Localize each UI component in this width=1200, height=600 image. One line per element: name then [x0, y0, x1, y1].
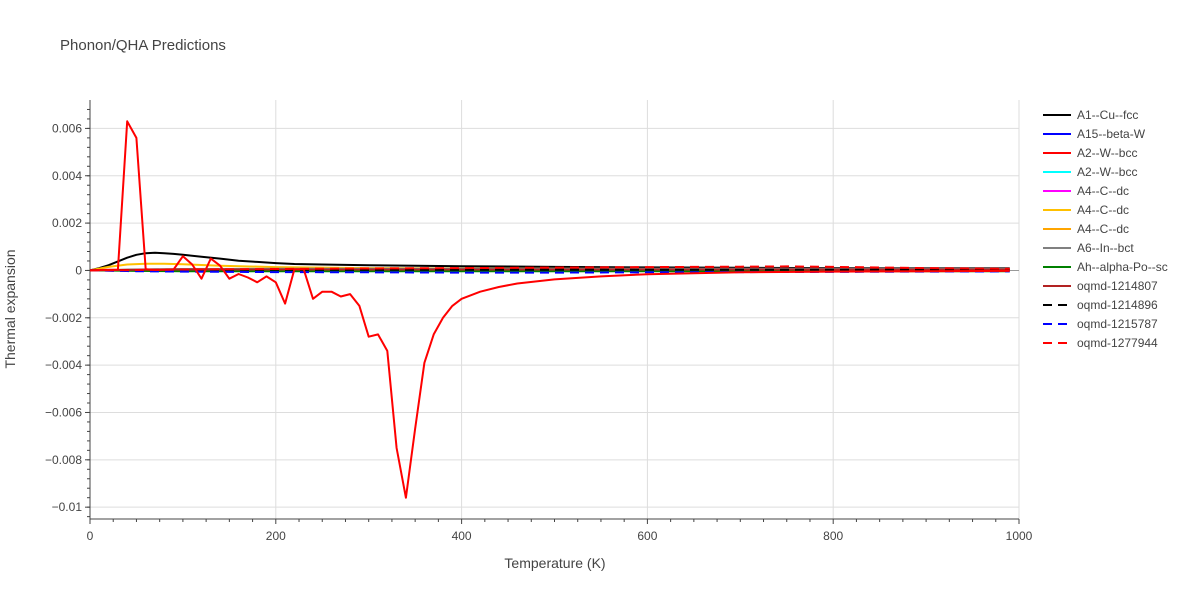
legend-label: oqmd-1214896 [1077, 298, 1158, 312]
legend-item[interactable]: oqmd-1214807 [1043, 279, 1158, 293]
x-tick-label: 600 [637, 529, 657, 543]
legend-item[interactable]: A15--beta-W [1043, 127, 1146, 141]
legend-label: A4--C--dc [1077, 222, 1129, 236]
legend-item[interactable]: A1--Cu--fcc [1043, 108, 1138, 122]
x-tick-label: 200 [266, 529, 286, 543]
y-tick-label: −0.004 [45, 358, 82, 372]
y-tick-label: 0.002 [52, 216, 82, 230]
y-axis-title: Thermal expansion [2, 249, 18, 368]
x-tick-label: 0 [87, 529, 94, 543]
legend-label: A2--W--bcc [1077, 146, 1137, 160]
legend-item[interactable]: oqmd-1215787 [1043, 317, 1158, 331]
x-axis-title: Temperature (K) [504, 555, 605, 571]
legend-label: oqmd-1277944 [1077, 336, 1158, 350]
legend-label: Ah--alpha-Po--sc [1077, 260, 1168, 274]
y-tick-label: 0.006 [52, 121, 82, 135]
x-tick-label: 400 [452, 529, 472, 543]
axes: 0 200 400 600 800 1000 0.006 0.004 0.002 0 −0.002 −… [45, 100, 1033, 543]
legend-label: oqmd-1214807 [1077, 279, 1158, 293]
legend-item[interactable]: A2--W--bcc [1043, 165, 1137, 179]
plot-area [89, 120, 1010, 499]
y-tick-label: −0.002 [45, 311, 82, 325]
legend-label: A4--C--dc [1077, 203, 1129, 217]
series-line [89, 268, 1010, 272]
legend-label: A1--Cu--fcc [1077, 108, 1138, 122]
series-line [89, 120, 1010, 499]
y-tick-label: 0 [75, 263, 82, 277]
legend-label: A2--W--bcc [1077, 165, 1137, 179]
chart-title: Phonon/QHA Predictions [60, 37, 226, 54]
y-tick-label: −0.006 [45, 405, 82, 419]
series-line [89, 265, 1010, 272]
legend-item[interactable]: Ah--alpha-Po--sc [1043, 260, 1168, 274]
legend-item[interactable]: A4--C--dc [1043, 184, 1129, 198]
legend-label: A15--beta-W [1077, 127, 1146, 141]
legend-item[interactable]: A6--In--bct [1043, 241, 1134, 255]
legend-label: A6--In--bct [1077, 241, 1134, 255]
grid [90, 100, 1020, 519]
legend-item[interactable]: oqmd-1277944 [1043, 336, 1158, 350]
legend-item[interactable]: A4--C--dc [1043, 222, 1129, 236]
legend[interactable]: A1--Cu--fcc A15--beta-W A2--W--bcc A2--W--b… [1043, 108, 1168, 350]
y-tick-label: 0.004 [52, 169, 82, 183]
legend-item[interactable]: A2--W--bcc [1043, 146, 1137, 160]
legend-label: A4--C--dc [1077, 184, 1129, 198]
x-tick-label: 1000 [1006, 529, 1033, 543]
y-tick-label: −0.01 [52, 500, 83, 514]
y-tick-label: −0.008 [45, 453, 82, 467]
x-tick-label: 800 [823, 529, 843, 543]
legend-item[interactable]: oqmd-1214896 [1043, 298, 1158, 312]
legend-label: oqmd-1215787 [1077, 317, 1158, 331]
legend-item[interactable]: A4--C--dc [1043, 203, 1129, 217]
